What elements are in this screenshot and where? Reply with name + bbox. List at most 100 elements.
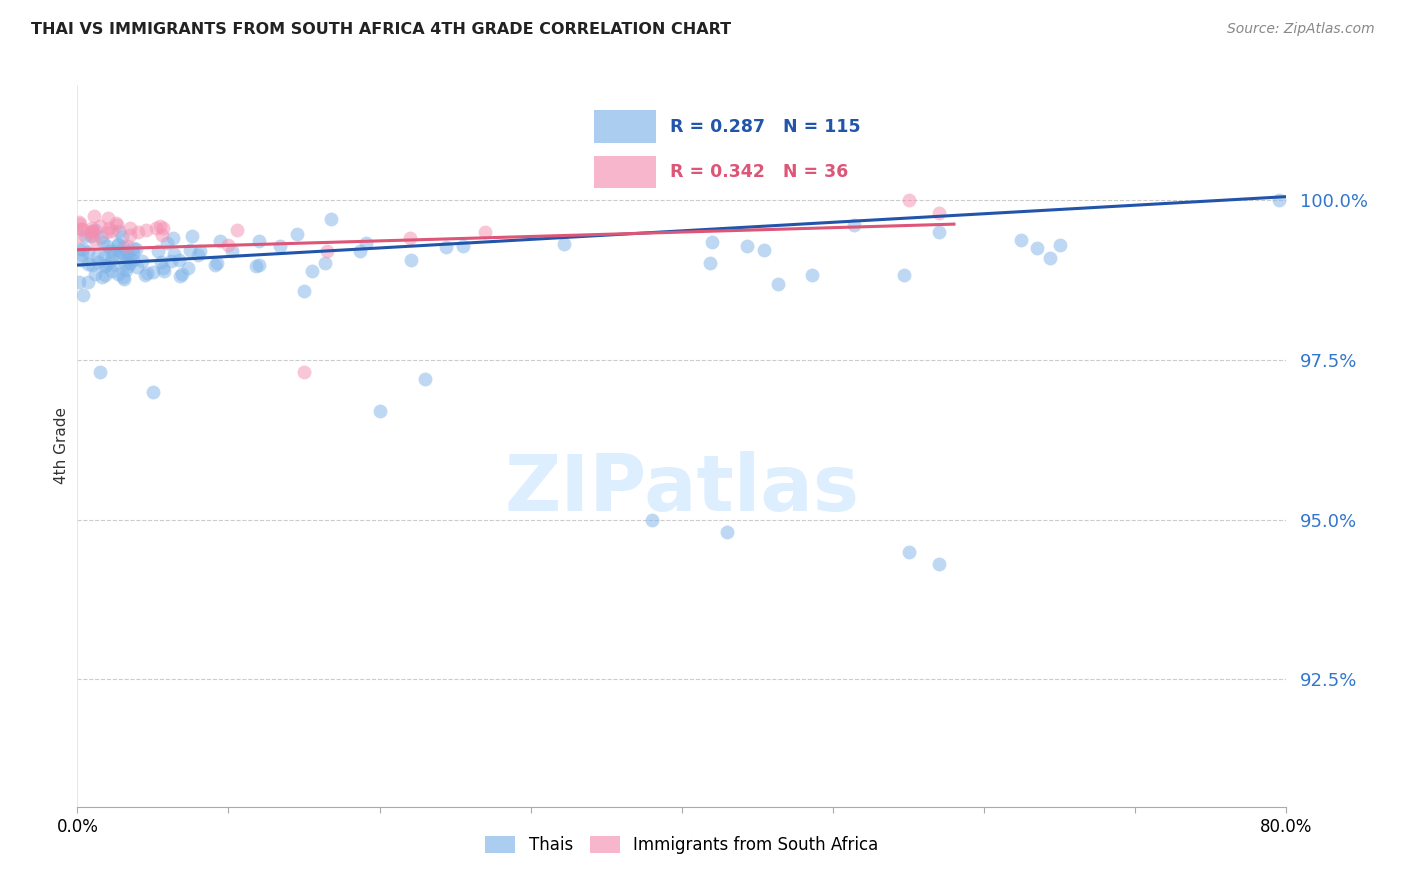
Point: [368, 404, 391, 418]
Point: [94, 259, 117, 273]
Point: [285, 227, 308, 242]
Point: [101, 224, 124, 238]
Point: [120, 221, 142, 235]
Point: [80, 226, 103, 240]
Point: [112, 271, 135, 285]
Point: [94, 258, 117, 272]
Point: [117, 246, 139, 260]
Point: [98, 255, 121, 269]
Point: [84, 223, 107, 237]
Point: [111, 269, 134, 284]
Point: [82, 224, 104, 238]
Point: [172, 267, 194, 281]
Point: [115, 245, 138, 260]
Point: [1010, 233, 1032, 247]
Point: [70, 221, 93, 235]
Point: [134, 268, 156, 282]
Text: Source: ZipAtlas.com: Source: ZipAtlas.com: [1227, 22, 1375, 37]
Point: [98, 244, 121, 258]
Point: [349, 244, 371, 259]
Point: [82, 221, 104, 235]
Point: [142, 265, 165, 279]
Point: [86, 255, 108, 269]
Point: [103, 258, 125, 272]
Legend: Thais, Immigrants from South Africa: Thais, Immigrants from South Africa: [479, 829, 884, 861]
Point: [127, 260, 149, 274]
Point: [169, 252, 191, 267]
Point: [153, 264, 176, 278]
Point: [135, 223, 157, 237]
Point: [897, 544, 920, 558]
Point: [83, 268, 105, 282]
Point: [108, 247, 131, 261]
Point: [67, 228, 90, 243]
Point: [107, 237, 129, 252]
Point: [1025, 241, 1047, 255]
Point: [893, 268, 915, 283]
Point: [453, 238, 475, 252]
Point: [354, 235, 377, 250]
Point: [292, 366, 315, 380]
Point: [842, 219, 865, 233]
Point: [152, 221, 174, 235]
Point: [120, 227, 142, 242]
Point: [83, 209, 105, 223]
Point: [67, 215, 90, 229]
Point: [553, 237, 575, 252]
Point: [315, 244, 337, 258]
Point: [142, 384, 165, 399]
Text: ZIPatlas: ZIPatlas: [505, 451, 859, 527]
Point: [247, 258, 270, 272]
Point: [82, 227, 104, 242]
Point: [73, 228, 96, 243]
Point: [77, 245, 100, 260]
Point: [67, 275, 90, 289]
Point: [735, 239, 758, 253]
Point: [105, 219, 128, 233]
Point: [115, 239, 138, 253]
Point: [319, 212, 342, 227]
Point: [122, 241, 145, 255]
Point: [118, 252, 141, 266]
Point: [86, 250, 108, 264]
Point: [928, 558, 950, 572]
Point: [96, 225, 118, 239]
Point: [107, 238, 129, 252]
Point: [107, 223, 129, 237]
Point: [96, 239, 118, 253]
Point: [101, 264, 124, 278]
Point: [91, 235, 114, 249]
Point: [105, 217, 128, 231]
Point: [72, 288, 94, 302]
Point: [399, 231, 422, 245]
Point: [93, 250, 115, 264]
Bar: [593, 155, 655, 188]
Point: [205, 256, 228, 270]
Point: [107, 268, 129, 282]
Point: [434, 240, 457, 254]
Text: THAI VS IMMIGRANTS FROM SOUTH AFRICA 4TH GRADE CORRELATION CHART: THAI VS IMMIGRANTS FROM SOUTH AFRICA 4TH…: [31, 22, 731, 37]
Point: [100, 250, 122, 264]
Point: [177, 261, 200, 276]
Point: [122, 246, 145, 260]
Point: [114, 262, 136, 277]
Point: [77, 256, 100, 270]
Point: [766, 277, 789, 292]
Point: [800, 268, 823, 282]
Point: [179, 243, 201, 257]
Point: [204, 258, 226, 272]
Point: [82, 224, 104, 238]
Text: R = 0.287   N = 115: R = 0.287 N = 115: [669, 118, 860, 136]
Point: [301, 263, 323, 277]
Point: [716, 525, 738, 540]
Point: [125, 242, 148, 256]
Point: [80, 228, 103, 243]
Point: [1039, 251, 1062, 265]
Point: [117, 260, 139, 274]
Text: R = 0.342   N = 36: R = 0.342 N = 36: [669, 163, 848, 181]
Point: [114, 257, 136, 271]
Point: [77, 275, 100, 289]
Point: [97, 221, 120, 235]
Point: [247, 234, 270, 248]
Point: [928, 205, 950, 219]
